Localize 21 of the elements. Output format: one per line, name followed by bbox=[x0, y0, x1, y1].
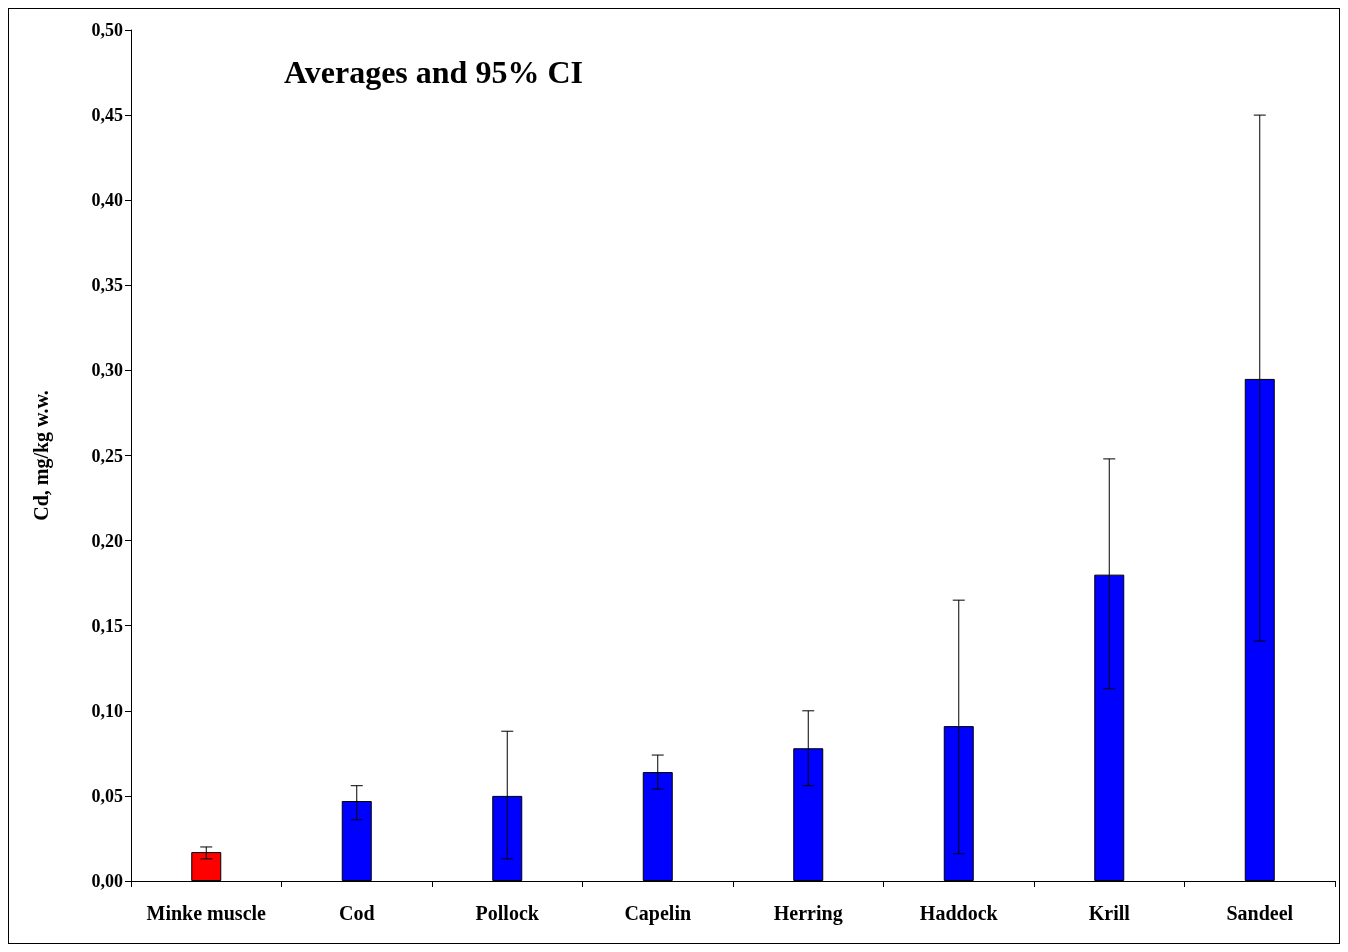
x-tick-label: Herring bbox=[773, 902, 843, 925]
text: Averages and 95% CI bbox=[284, 54, 583, 90]
x-tick-label: Krill bbox=[1088, 902, 1131, 924]
y-tick-label: 0,50 bbox=[91, 20, 123, 40]
x-tick-label: Minke muscle bbox=[146, 902, 267, 924]
y-tick-label: 0,20 bbox=[91, 530, 123, 551]
y-tick-label: 0,15 bbox=[91, 615, 123, 636]
y-tick-label: 0,35 bbox=[91, 275, 123, 296]
y-tick-label: 0,45 bbox=[91, 105, 123, 126]
y-axis-title: Cd, mg/kg w.w. bbox=[30, 390, 53, 521]
y-tick-label: 0,25 bbox=[91, 445, 123, 466]
x-tick-label: Haddock bbox=[919, 902, 999, 924]
x-tick-label: Pollock bbox=[475, 902, 540, 924]
x-tick-label: Capelin bbox=[624, 902, 692, 925]
y-tick-label: 0,00 bbox=[91, 871, 123, 891]
y-tick-label: 0,40 bbox=[91, 190, 123, 211]
y-tick-label: 0,05 bbox=[91, 785, 123, 806]
x-tick-label: Sandeel bbox=[1226, 902, 1294, 924]
y-tick-label: 0,10 bbox=[91, 700, 123, 721]
x-tick-label: Cod bbox=[338, 902, 375, 924]
y-tick-label: 0,30 bbox=[91, 360, 123, 381]
